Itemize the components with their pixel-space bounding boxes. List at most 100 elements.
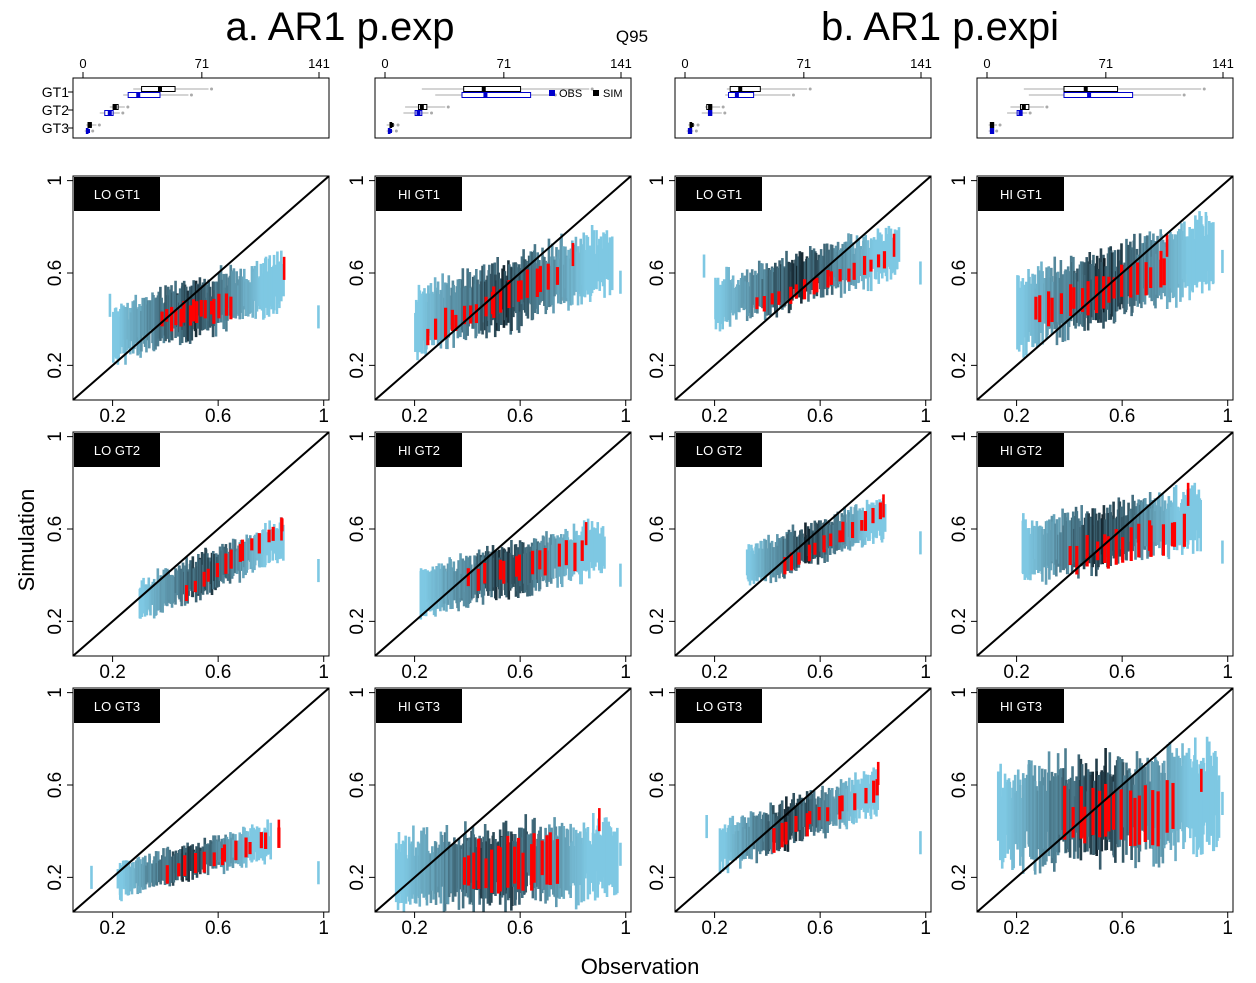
boxplot-median [688,129,693,133]
panel-label: LO GT3 [94,699,140,714]
y-tick-label: 0.2 [347,352,368,378]
boxplot-outlier [808,87,812,91]
boxplot-median [419,105,424,109]
boxplot-median [87,123,92,127]
y-tick-label: 1 [347,687,368,698]
boxplot-tick-label: 141 [610,56,632,71]
y-tick-label: 0.2 [647,608,668,634]
y-tick-label: 1 [45,687,66,698]
boxplot-outlier [189,93,193,97]
scatter-panel: 0.2 0.6 1 0.2 0.6 1 HI GT3 [347,687,632,939]
boxplot-tick-label: 141 [1212,56,1234,71]
boxplot-median [136,93,141,97]
y-tick-label: 0.6 [647,260,668,286]
boxplot-tick-label: 71 [497,56,511,71]
x-tick-label: 0.6 [507,918,533,939]
boxplot-median [734,93,739,97]
panel-label: HI GT1 [398,187,440,202]
boxplot-category-label: GT1 [42,84,69,100]
boxplot-median [738,87,743,91]
boxplot-box [1063,86,1119,92]
scatter-panel: 0.2 0.6 1 0.2 0.6 1 LO GT1 [647,175,932,427]
panel-label-box [676,177,762,211]
boxplot-outlier [430,111,434,115]
x-tick-label: 0.2 [1003,406,1029,427]
scatter-frame [72,431,330,657]
boxplot-median [689,123,694,127]
boxplot-median [990,129,995,133]
y-axis-label: Simulation [14,489,39,592]
scatter-panel: 0.2 0.6 1 0.2 0.6 1 LO GT2 [647,431,932,683]
boxplot-panel: 0 71 141 GT1 GT2 GT3 [42,56,330,139]
x-tick-label: 0.2 [701,406,727,427]
boxplot-median [481,87,486,91]
boxplot-outlier [723,111,727,115]
y-tick-label: 0.6 [45,516,66,542]
one-to-one-line [73,176,329,400]
boxplot-category-label: GT3 [42,120,69,136]
y-tick-label: 1 [647,431,668,442]
boxplot-box [461,92,532,98]
boxplot-median [112,105,117,109]
boxplot-outlier [126,105,130,109]
x-tick-label: 0.6 [807,918,833,939]
boxplot-outlier [995,129,999,133]
x-tick-label: 0.2 [99,918,125,939]
boxplot-tick-label: 0 [381,56,388,71]
boxplot-median [483,93,488,97]
x-tick-label: 1 [318,662,329,683]
x-tick-label: 1 [1222,662,1233,683]
boxplot-median [1087,93,1092,97]
x-tick-label: 1 [920,662,931,683]
y-tick-label: 0.2 [347,864,368,890]
scatter-frame [374,431,632,657]
legend-sim-marker [593,90,599,96]
boxplot-title: Q95 [616,27,648,46]
scatter-panel: 0.2 0.6 1 0.2 0.6 1 HI GT2 [949,431,1234,683]
y-tick-label: 1 [347,431,368,442]
one-to-one-line [675,432,931,656]
scatter-panel: 0.2 0.6 1 0.2 0.6 1 HI GT3 [949,687,1234,939]
x-tick-label: 0.2 [401,662,427,683]
boxplot-frame [976,77,1234,139]
x-tick-label: 0.6 [205,662,231,683]
panel-label-box [978,689,1064,723]
panel-label: HI GT3 [398,699,440,714]
boxplot-outlier [91,129,95,133]
y-tick-label: 0.2 [45,352,66,378]
scatter-marks [675,432,931,656]
boxplot-median [1083,87,1088,91]
boxplot-panel: 0 71 141 [976,56,1234,139]
one-to-one-line [977,176,1233,400]
panel-label: HI GT3 [1000,699,1042,714]
x-tick-label: 1 [318,918,329,939]
y-tick-label: 0.6 [347,772,368,798]
boxplot-outlier [446,105,450,109]
y-tick-label: 0.6 [45,772,66,798]
scatter-panel: 0.2 0.6 1 0.2 0.6 1 LO GT3 [45,687,330,939]
boxplot-outlier [396,123,400,127]
boxplot-outlier [394,129,398,133]
scatter-marks [675,688,931,912]
scatter-frame [374,687,632,913]
one-to-one-line [73,688,329,912]
scatter-marks [375,688,631,912]
boxplot-outlier [1202,87,1206,91]
y-tick-label: 1 [949,175,970,186]
panel-label: HI GT2 [1000,443,1042,458]
scatter-frame [976,687,1234,913]
x-tick-label: 0.2 [1003,918,1029,939]
x-tick-label: 0.2 [99,662,125,683]
boxplot-outlier [694,129,698,133]
x-tick-label: 0.2 [401,406,427,427]
boxplot-outlier [721,105,725,109]
y-tick-label: 1 [647,175,668,186]
x-tick-label: 0.6 [507,662,533,683]
boxplot-median [416,111,421,115]
panel-label: LO GT2 [94,443,140,458]
panel-label-box [74,689,160,723]
one-to-one-line [375,176,631,400]
scatter-frame [72,687,330,913]
x-tick-label: 0.2 [401,918,427,939]
